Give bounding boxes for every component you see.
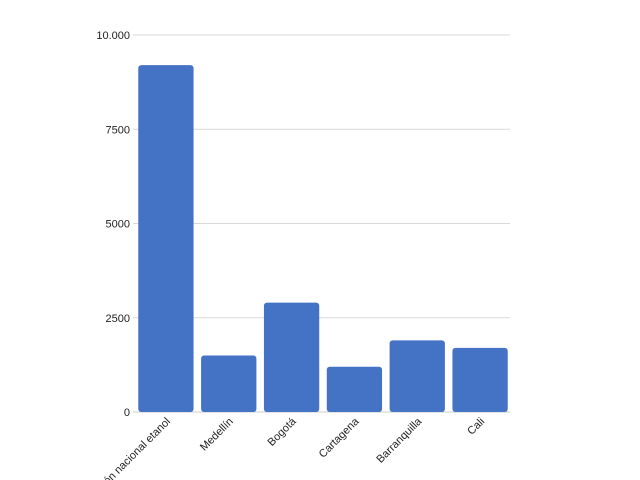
bars	[138, 65, 508, 412]
y-tick-label: 7500	[106, 124, 130, 136]
x-category-label: Bogotá	[266, 415, 300, 449]
bar	[263, 302, 320, 412]
y-axis-ticks: 0 2500 5000 7500 10.000	[96, 30, 130, 419]
x-category-label: ión nacional etanol	[100, 416, 173, 480]
bar	[326, 366, 383, 412]
y-tick-label: 10.000	[96, 30, 130, 42]
x-category-label: Medellín	[198, 416, 236, 454]
x-category-label: Barranquilla	[374, 415, 425, 466]
bar	[138, 65, 194, 412]
x-category-label: Cartagena	[317, 415, 362, 460]
x-axis-labels: ión nacional etanol Medellín Bogotá Cartage…	[100, 415, 488, 480]
y-tick-label: 0	[124, 407, 130, 419]
gridlines	[133, 34, 510, 413]
bar	[389, 340, 445, 412]
y-tick-label: 2500	[106, 313, 130, 325]
bar	[452, 347, 508, 412]
x-category-label: Cali	[465, 416, 487, 438]
bar	[201, 355, 257, 412]
y-tick-label: 5000	[106, 219, 130, 231]
